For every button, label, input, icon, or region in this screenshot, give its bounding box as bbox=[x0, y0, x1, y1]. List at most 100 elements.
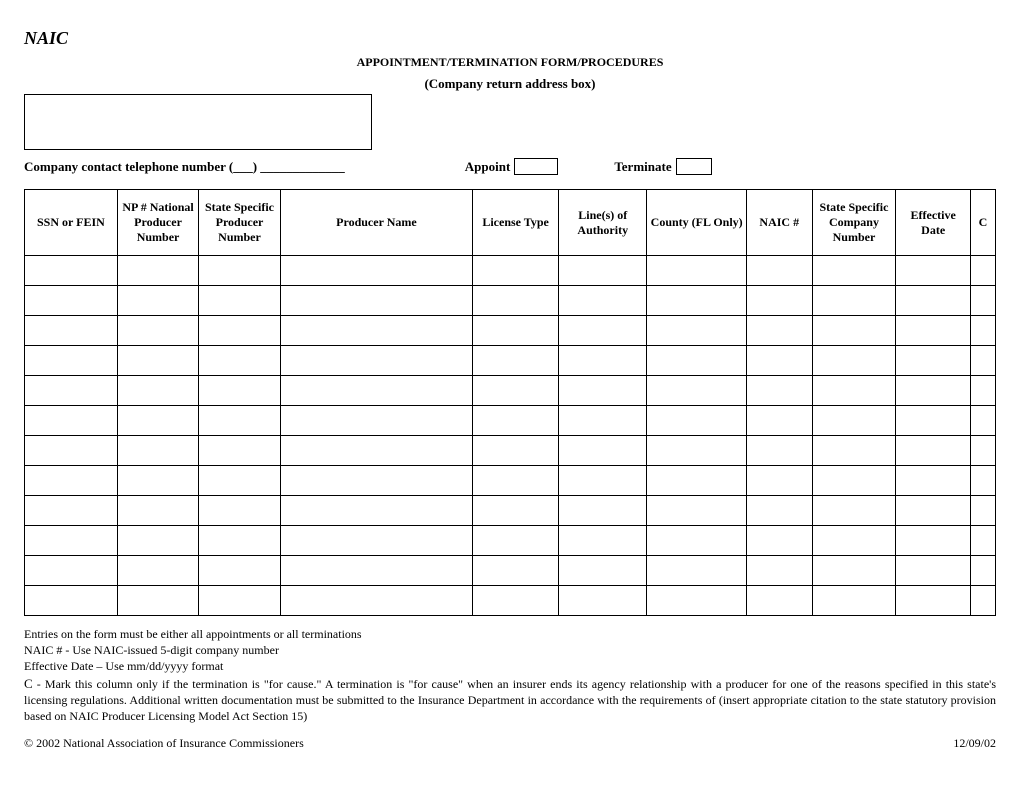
table-cell[interactable] bbox=[25, 526, 118, 556]
table-cell[interactable] bbox=[559, 256, 647, 286]
table-cell[interactable] bbox=[280, 286, 472, 316]
table-cell[interactable] bbox=[473, 256, 559, 286]
table-cell[interactable] bbox=[117, 286, 198, 316]
table-cell[interactable] bbox=[812, 436, 896, 466]
table-cell[interactable] bbox=[117, 526, 198, 556]
table-cell[interactable] bbox=[896, 436, 971, 466]
table-cell[interactable] bbox=[971, 286, 996, 316]
table-cell[interactable] bbox=[117, 586, 198, 616]
table-cell[interactable] bbox=[896, 286, 971, 316]
table-cell[interactable] bbox=[559, 556, 647, 586]
table-cell[interactable] bbox=[971, 376, 996, 406]
table-cell[interactable] bbox=[559, 316, 647, 346]
table-cell[interactable] bbox=[971, 556, 996, 586]
table-cell[interactable] bbox=[812, 406, 896, 436]
table-cell[interactable] bbox=[25, 406, 118, 436]
table-cell[interactable] bbox=[896, 466, 971, 496]
table-cell[interactable] bbox=[746, 346, 812, 376]
table-cell[interactable] bbox=[559, 346, 647, 376]
table-cell[interactable] bbox=[199, 286, 280, 316]
table-cell[interactable] bbox=[280, 526, 472, 556]
table-cell[interactable] bbox=[647, 256, 747, 286]
table-cell[interactable] bbox=[473, 406, 559, 436]
table-cell[interactable] bbox=[473, 436, 559, 466]
table-cell[interactable] bbox=[812, 286, 896, 316]
table-cell[interactable] bbox=[971, 466, 996, 496]
table-cell[interactable] bbox=[896, 586, 971, 616]
table-cell[interactable] bbox=[280, 346, 472, 376]
table-cell[interactable] bbox=[25, 586, 118, 616]
table-cell[interactable] bbox=[812, 346, 896, 376]
table-cell[interactable] bbox=[812, 556, 896, 586]
table-cell[interactable] bbox=[199, 346, 280, 376]
table-cell[interactable] bbox=[746, 586, 812, 616]
table-cell[interactable] bbox=[199, 526, 280, 556]
table-cell[interactable] bbox=[25, 436, 118, 466]
table-cell[interactable] bbox=[473, 586, 559, 616]
table-cell[interactable] bbox=[647, 406, 747, 436]
table-cell[interactable] bbox=[280, 466, 472, 496]
table-cell[interactable] bbox=[473, 496, 559, 526]
table-cell[interactable] bbox=[559, 466, 647, 496]
table-cell[interactable] bbox=[199, 376, 280, 406]
table-cell[interactable] bbox=[647, 436, 747, 466]
table-cell[interactable] bbox=[199, 256, 280, 286]
table-cell[interactable] bbox=[117, 556, 198, 586]
terminate-checkbox[interactable] bbox=[676, 158, 712, 175]
table-cell[interactable] bbox=[971, 346, 996, 376]
table-cell[interactable] bbox=[971, 316, 996, 346]
table-cell[interactable] bbox=[812, 466, 896, 496]
table-cell[interactable] bbox=[280, 376, 472, 406]
table-cell[interactable] bbox=[473, 556, 559, 586]
table-cell[interactable] bbox=[559, 496, 647, 526]
table-cell[interactable] bbox=[812, 526, 896, 556]
table-cell[interactable] bbox=[25, 496, 118, 526]
table-cell[interactable] bbox=[746, 466, 812, 496]
table-cell[interactable] bbox=[199, 316, 280, 346]
table-cell[interactable] bbox=[280, 496, 472, 526]
table-cell[interactable] bbox=[199, 496, 280, 526]
table-cell[interactable] bbox=[199, 466, 280, 496]
table-cell[interactable] bbox=[117, 256, 198, 286]
table-cell[interactable] bbox=[746, 436, 812, 466]
table-cell[interactable] bbox=[25, 556, 118, 586]
table-cell[interactable] bbox=[812, 256, 896, 286]
table-cell[interactable] bbox=[746, 406, 812, 436]
table-cell[interactable] bbox=[647, 376, 747, 406]
table-cell[interactable] bbox=[473, 376, 559, 406]
table-cell[interactable] bbox=[971, 406, 996, 436]
table-cell[interactable] bbox=[746, 286, 812, 316]
table-cell[interactable] bbox=[25, 466, 118, 496]
table-cell[interactable] bbox=[280, 556, 472, 586]
table-cell[interactable] bbox=[280, 586, 472, 616]
table-cell[interactable] bbox=[812, 586, 896, 616]
table-cell[interactable] bbox=[896, 346, 971, 376]
table-cell[interactable] bbox=[971, 256, 996, 286]
table-cell[interactable] bbox=[559, 586, 647, 616]
table-cell[interactable] bbox=[280, 436, 472, 466]
table-cell[interactable] bbox=[25, 346, 118, 376]
table-cell[interactable] bbox=[896, 256, 971, 286]
table-cell[interactable] bbox=[25, 316, 118, 346]
table-cell[interactable] bbox=[971, 436, 996, 466]
table-cell[interactable] bbox=[647, 556, 747, 586]
table-cell[interactable] bbox=[647, 286, 747, 316]
table-cell[interactable] bbox=[117, 436, 198, 466]
table-cell[interactable] bbox=[559, 286, 647, 316]
table-cell[interactable] bbox=[559, 436, 647, 466]
table-cell[interactable] bbox=[647, 466, 747, 496]
table-cell[interactable] bbox=[473, 526, 559, 556]
table-cell[interactable] bbox=[746, 496, 812, 526]
table-cell[interactable] bbox=[117, 496, 198, 526]
table-cell[interactable] bbox=[25, 256, 118, 286]
table-cell[interactable] bbox=[812, 316, 896, 346]
table-cell[interactable] bbox=[559, 526, 647, 556]
table-cell[interactable] bbox=[25, 286, 118, 316]
table-cell[interactable] bbox=[199, 556, 280, 586]
table-cell[interactable] bbox=[473, 346, 559, 376]
table-cell[interactable] bbox=[812, 376, 896, 406]
table-cell[interactable] bbox=[117, 406, 198, 436]
table-cell[interactable] bbox=[647, 316, 747, 346]
appoint-checkbox[interactable] bbox=[514, 158, 558, 175]
table-cell[interactable] bbox=[25, 376, 118, 406]
